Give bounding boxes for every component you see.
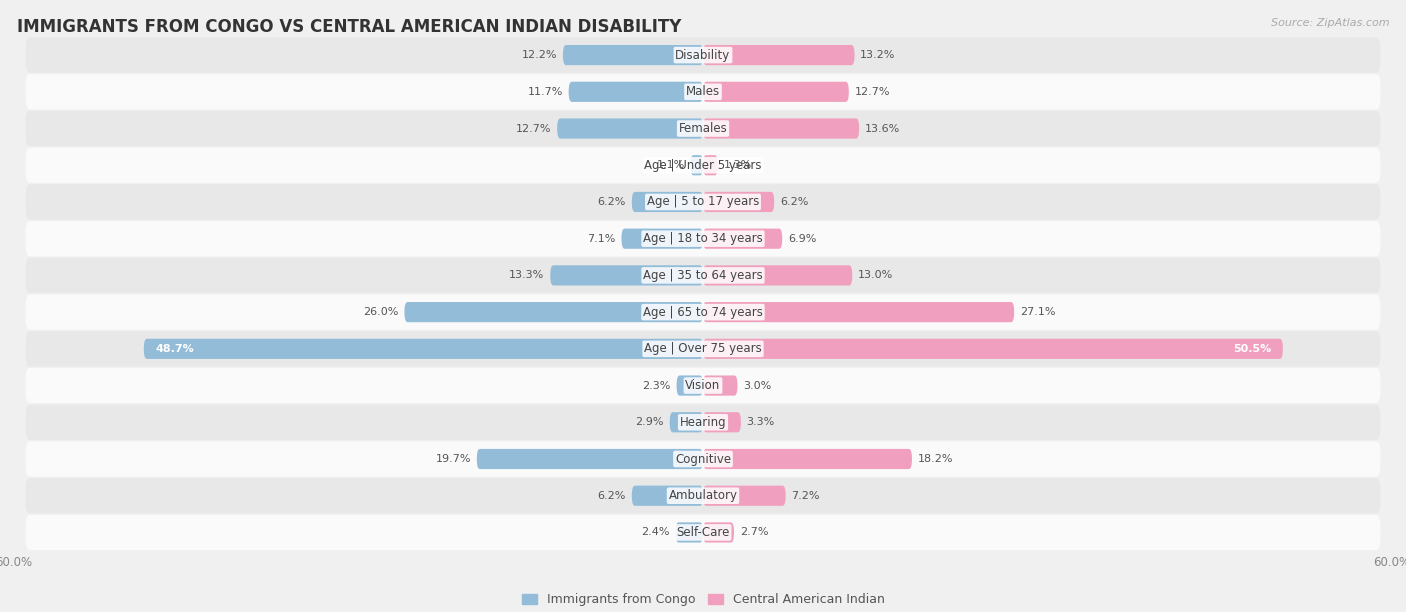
FancyBboxPatch shape xyxy=(477,449,703,469)
Text: 2.4%: 2.4% xyxy=(641,528,669,537)
FancyBboxPatch shape xyxy=(703,302,1014,323)
Text: 19.7%: 19.7% xyxy=(436,454,471,464)
Text: Females: Females xyxy=(679,122,727,135)
Text: 3.3%: 3.3% xyxy=(747,417,775,427)
Text: 1.1%: 1.1% xyxy=(657,160,685,170)
Text: 12.2%: 12.2% xyxy=(522,50,557,60)
FancyBboxPatch shape xyxy=(25,405,1381,440)
Text: Age | Over 75 years: Age | Over 75 years xyxy=(644,342,762,356)
FancyBboxPatch shape xyxy=(631,486,703,506)
FancyBboxPatch shape xyxy=(703,449,912,469)
FancyBboxPatch shape xyxy=(25,74,1381,110)
Text: 13.2%: 13.2% xyxy=(860,50,896,60)
FancyBboxPatch shape xyxy=(25,515,1381,550)
Text: 6.9%: 6.9% xyxy=(787,234,817,244)
Text: 6.2%: 6.2% xyxy=(598,491,626,501)
FancyBboxPatch shape xyxy=(25,184,1381,220)
FancyBboxPatch shape xyxy=(25,294,1381,330)
FancyBboxPatch shape xyxy=(690,155,703,176)
FancyBboxPatch shape xyxy=(703,155,718,176)
Text: Age | 35 to 64 years: Age | 35 to 64 years xyxy=(643,269,763,282)
Text: Hearing: Hearing xyxy=(679,416,727,429)
FancyBboxPatch shape xyxy=(550,266,703,285)
Text: 6.2%: 6.2% xyxy=(780,197,808,207)
Text: Cognitive: Cognitive xyxy=(675,452,731,466)
Text: 13.3%: 13.3% xyxy=(509,271,544,280)
FancyBboxPatch shape xyxy=(557,119,703,139)
FancyBboxPatch shape xyxy=(25,258,1381,293)
Text: Age | Under 5 years: Age | Under 5 years xyxy=(644,159,762,172)
FancyBboxPatch shape xyxy=(703,266,852,285)
FancyBboxPatch shape xyxy=(568,82,703,102)
Text: 3.0%: 3.0% xyxy=(744,381,772,390)
FancyBboxPatch shape xyxy=(25,147,1381,183)
Text: 7.1%: 7.1% xyxy=(588,234,616,244)
Text: Self-Care: Self-Care xyxy=(676,526,730,539)
Text: 12.7%: 12.7% xyxy=(855,87,890,97)
FancyBboxPatch shape xyxy=(143,339,703,359)
FancyBboxPatch shape xyxy=(703,375,738,396)
FancyBboxPatch shape xyxy=(25,221,1381,256)
Text: 6.2%: 6.2% xyxy=(598,197,626,207)
FancyBboxPatch shape xyxy=(405,302,703,323)
FancyBboxPatch shape xyxy=(703,412,741,432)
Text: Vision: Vision xyxy=(685,379,721,392)
FancyBboxPatch shape xyxy=(703,119,859,139)
Text: Disability: Disability xyxy=(675,48,731,62)
Text: 27.1%: 27.1% xyxy=(1019,307,1056,317)
FancyBboxPatch shape xyxy=(562,45,703,65)
Text: IMMIGRANTS FROM CONGO VS CENTRAL AMERICAN INDIAN DISABILITY: IMMIGRANTS FROM CONGO VS CENTRAL AMERICA… xyxy=(17,18,682,36)
Text: Source: ZipAtlas.com: Source: ZipAtlas.com xyxy=(1271,18,1389,28)
Text: Age | 5 to 17 years: Age | 5 to 17 years xyxy=(647,195,759,209)
Text: 2.7%: 2.7% xyxy=(740,528,768,537)
Legend: Immigrants from Congo, Central American Indian: Immigrants from Congo, Central American … xyxy=(516,588,890,611)
Text: 2.9%: 2.9% xyxy=(636,417,664,427)
FancyBboxPatch shape xyxy=(703,192,775,212)
FancyBboxPatch shape xyxy=(25,441,1381,477)
FancyBboxPatch shape xyxy=(25,478,1381,513)
FancyBboxPatch shape xyxy=(675,522,703,542)
Text: 7.2%: 7.2% xyxy=(792,491,820,501)
FancyBboxPatch shape xyxy=(703,339,1282,359)
FancyBboxPatch shape xyxy=(25,368,1381,403)
FancyBboxPatch shape xyxy=(631,192,703,212)
FancyBboxPatch shape xyxy=(703,45,855,65)
FancyBboxPatch shape xyxy=(676,375,703,396)
FancyBboxPatch shape xyxy=(669,412,703,432)
FancyBboxPatch shape xyxy=(25,111,1381,146)
Text: 11.7%: 11.7% xyxy=(527,87,562,97)
Text: Males: Males xyxy=(686,85,720,99)
Text: 13.6%: 13.6% xyxy=(865,124,900,133)
FancyBboxPatch shape xyxy=(703,486,786,506)
FancyBboxPatch shape xyxy=(621,229,703,249)
Text: 13.0%: 13.0% xyxy=(858,271,893,280)
Text: 12.7%: 12.7% xyxy=(516,124,551,133)
Text: Ambulatory: Ambulatory xyxy=(668,489,738,502)
FancyBboxPatch shape xyxy=(703,229,782,249)
Text: 18.2%: 18.2% xyxy=(918,454,953,464)
Text: 26.0%: 26.0% xyxy=(363,307,399,317)
Text: 2.3%: 2.3% xyxy=(643,381,671,390)
Text: Age | 65 to 74 years: Age | 65 to 74 years xyxy=(643,305,763,319)
FancyBboxPatch shape xyxy=(703,82,849,102)
Text: Age | 18 to 34 years: Age | 18 to 34 years xyxy=(643,232,763,245)
FancyBboxPatch shape xyxy=(25,37,1381,73)
Text: 50.5%: 50.5% xyxy=(1233,344,1271,354)
FancyBboxPatch shape xyxy=(25,331,1381,367)
Text: 48.7%: 48.7% xyxy=(155,344,194,354)
FancyBboxPatch shape xyxy=(703,522,734,542)
Text: 1.3%: 1.3% xyxy=(724,160,752,170)
